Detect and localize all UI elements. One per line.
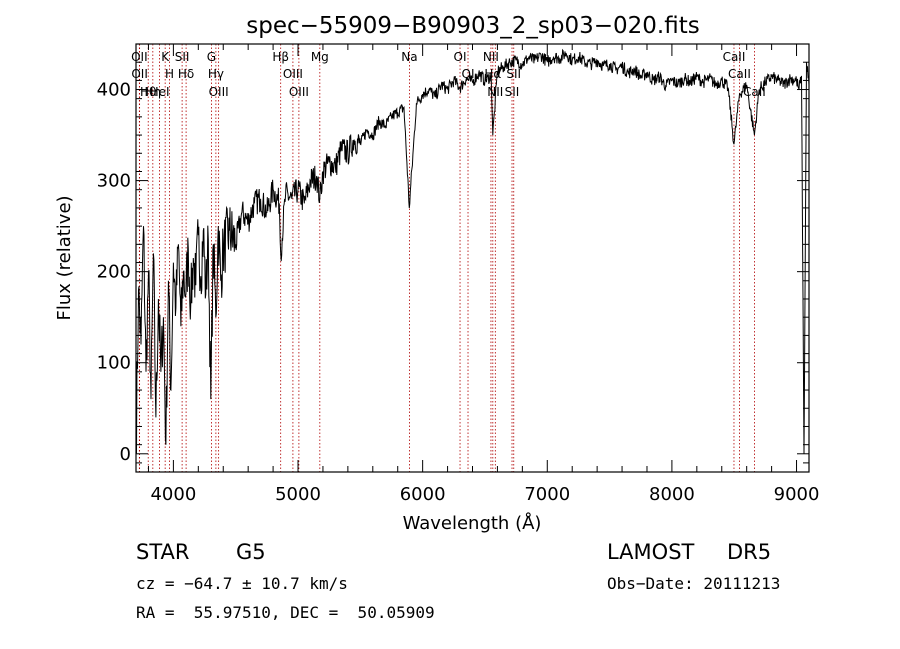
marker-label-6: H [165, 67, 174, 81]
x-tick-label-5: 9000 [774, 484, 820, 505]
x-tick-label-0: 4000 [150, 484, 196, 505]
y-tick-label-2: 200 [97, 262, 131, 283]
marker-label-5: K [161, 50, 170, 64]
y-tick-label-0: 0 [120, 444, 131, 465]
marker-label-17: OI [454, 50, 467, 64]
marker-label-20: Hα [484, 67, 501, 81]
marker-label-1: OII [131, 67, 148, 81]
y-tick-label-1: 100 [97, 353, 131, 374]
axis-tick-labels: 4000 5000 6000 7000 8000 9000 0 100 200 300 400 [97, 80, 820, 505]
x-tick-label-3: 7000 [524, 484, 570, 505]
y-tick-label-3: 300 [97, 171, 131, 192]
x-axis-label: Wavelength (Å) [403, 512, 542, 534]
survey-release: DR5 [727, 540, 772, 564]
marker-label-8: Hδ [178, 67, 194, 81]
marker-label-10: Hγ [208, 67, 224, 81]
marker-label-26: CaII [743, 85, 766, 99]
marker-label-16: Na [401, 50, 417, 64]
redshift-velocity: cz = −64.7 ± 10.7 km/s [136, 574, 348, 593]
plot-frame [135, 43, 810, 473]
marker-label-23: SII [506, 67, 521, 81]
marker-label-4: HeI [150, 85, 170, 99]
object-subclass: G5 [236, 540, 266, 564]
axis-ticks [136, 44, 809, 472]
spectrum-series [135, 48, 810, 455]
marker-label-18: OI [462, 67, 475, 81]
chart-title: spec−55909−B90903_2_sp03−020.fits [246, 13, 700, 39]
marker-label-13: OIII [283, 67, 303, 81]
marker-label-15: Mg [311, 50, 329, 64]
marker-label-12: Hβ [272, 50, 289, 64]
marker-label-22: SII [505, 85, 520, 99]
marker-label-25: CaII [728, 67, 751, 81]
marker-label-7: SII [175, 50, 190, 64]
marker-label-0: OII [131, 50, 148, 64]
spectrum-line [135, 48, 810, 455]
y-tick-label-4: 400 [97, 80, 131, 101]
marker-label-3: Hη [145, 85, 162, 99]
sky-coordinates: RA = 55.97510, DEC = 50.05909 [136, 603, 435, 622]
survey-name: LAMOST [607, 540, 695, 564]
x-tick-label-2: 6000 [400, 484, 446, 505]
object-class: STAR [136, 540, 190, 564]
marker-label-2: Hθ [140, 85, 156, 99]
line-markers [138, 44, 755, 472]
marker-label-24: CaII [723, 50, 746, 64]
y-axis-label: Flux (relative) [54, 195, 75, 320]
observation-date: Obs−Date: 20111213 [607, 574, 781, 593]
x-tick-label-4: 8000 [649, 484, 695, 505]
marker-label-9: G [207, 50, 216, 64]
x-tick-label-1: 5000 [275, 484, 321, 505]
marker-label-21: NII [487, 85, 503, 99]
marker-label-19: NII [483, 50, 499, 64]
marker-label-11: OIII [209, 85, 229, 99]
marker-label-14: OIII [289, 85, 309, 99]
